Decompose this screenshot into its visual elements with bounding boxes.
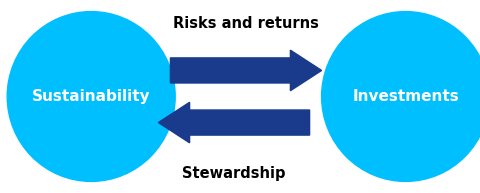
Ellipse shape xyxy=(322,12,480,181)
Text: Risks and returns: Risks and returns xyxy=(173,16,319,31)
Text: Stewardship: Stewardship xyxy=(182,166,286,181)
Polygon shape xyxy=(158,102,310,143)
Text: Investments: Investments xyxy=(352,89,459,104)
Polygon shape xyxy=(170,50,322,91)
Ellipse shape xyxy=(7,12,175,181)
Text: Sustainability: Sustainability xyxy=(32,89,151,104)
